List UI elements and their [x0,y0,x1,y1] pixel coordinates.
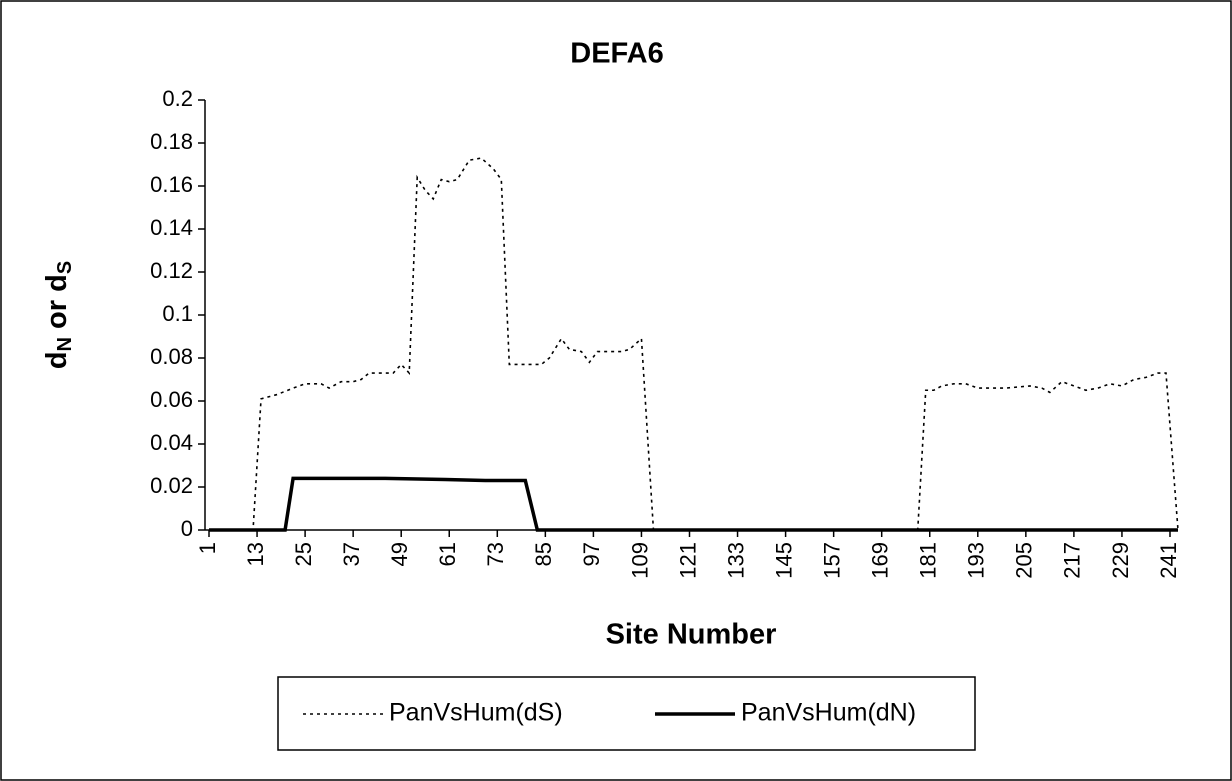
x-tick-label: 13 [243,542,268,566]
y-tick-label: 0.08 [150,344,193,369]
y-tick-label: 0.02 [150,473,193,498]
x-tick-label: 1 [195,542,220,554]
x-tick-label: 181 [916,542,941,579]
y-tick-label: 0.06 [150,387,193,412]
y-tick-label: 0 [181,516,193,541]
x-tick-label: 241 [1156,542,1181,579]
y-tick-label: 0.14 [150,215,193,240]
x-tick-label: 217 [1060,542,1085,579]
x-tick-label: 25 [291,542,316,566]
y-tick-label: 0.2 [162,86,193,111]
y-tick-label: 0.1 [162,301,193,326]
x-tick-label: 169 [868,542,893,579]
y-axis-title-part: d [41,351,73,369]
x-tick-label: 85 [531,542,556,566]
y-axis-title: dN or dS [41,261,77,369]
chart-title: DEFA6 [570,38,663,70]
x-tick-label: 49 [387,542,412,566]
y-tick-label: 0.04 [150,430,193,455]
x-tick-label: 145 [771,542,796,579]
x-tick-label: 229 [1108,542,1133,579]
x-tick-label: 133 [723,542,748,579]
x-tick-label: 193 [964,542,989,579]
x-tick-label: 97 [579,542,604,566]
y-tick-label: 0.16 [150,172,193,197]
x-tick-label: 121 [675,542,700,579]
legend-box [277,676,976,751]
series-line [209,476,1178,532]
x-tick-label: 73 [483,542,508,566]
x-tick-label: 109 [627,542,652,579]
x-tick-label: 205 [1012,542,1037,579]
x-tick-label: 61 [435,542,460,566]
y-tick-label: 0.12 [150,258,193,283]
y-axis-title-part: or d [41,274,73,337]
y-tick-label: 0.18 [150,129,193,154]
x-tick-label: 157 [819,542,844,579]
x-tick-label: 37 [339,542,364,566]
x-axis-title: Site Number [606,619,777,651]
legend-label: PanVsHum(dS) [389,699,563,727]
legend-label: PanVsHum(dN) [741,699,916,727]
y-axis-title-sub: S [54,261,76,274]
y-axis-title-sub: N [54,337,76,351]
